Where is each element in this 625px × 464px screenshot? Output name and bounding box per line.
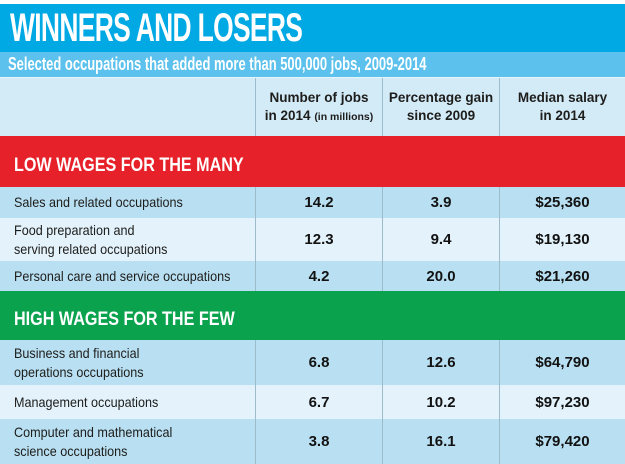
- subtitle: Selected occupations that added more tha…: [8, 54, 427, 74]
- gain-cell: 10.2: [382, 385, 499, 419]
- column-header-jobs-note: (in millions): [314, 110, 374, 123]
- gain-cell: 3.9: [382, 187, 499, 218]
- salary-cell: $97,230: [499, 385, 625, 419]
- salary-cell: $79,420: [499, 419, 625, 464]
- column-header-jobs-label: Number of jobs in 2014 (in millions): [264, 90, 374, 123]
- salary-cell: $21,260: [499, 261, 625, 291]
- gain-cell: 20.0: [382, 261, 499, 291]
- subtitle-bar: Selected occupations that added more tha…: [0, 52, 625, 78]
- salary-cell: $19,130: [499, 218, 625, 261]
- jobs-cell: 3.8: [255, 419, 382, 464]
- gain-cell: 9.4: [382, 218, 499, 261]
- occupation-cell: Sales and related occupations: [0, 187, 255, 218]
- jobs-cell: 14.2: [255, 187, 382, 218]
- gain-cell: 12.6: [382, 340, 499, 385]
- jobs-cell: 6.7: [255, 385, 382, 419]
- column-header-gain-label: Percentage gain since 2009: [388, 90, 494, 123]
- page-title: WINNERS AND LOSERS: [10, 5, 303, 50]
- column-header-occupation: [0, 78, 255, 136]
- jobs-cell: 6.8: [255, 340, 382, 385]
- data-table: Number of jobs in 2014 (in millions) Per…: [0, 78, 625, 464]
- column-header-salary-label: Median salary in 2014: [517, 90, 608, 123]
- section-header-high-wages: HIGH WAGES FOR THE FEW: [0, 291, 625, 340]
- section-header-low-wages: LOW WAGES FOR THE MANY: [0, 136, 625, 187]
- column-header-jobs: Number of jobs in 2014 (in millions): [255, 78, 382, 136]
- column-header-salary: Median salary in 2014: [499, 78, 625, 136]
- occupation-cell: Computer and mathematical science occupa…: [0, 419, 255, 464]
- occupation-cell: Management occupations: [0, 385, 255, 419]
- gain-cell: 16.1: [382, 419, 499, 464]
- column-header-gain: Percentage gain since 2009: [382, 78, 499, 136]
- occupation-cell: Food preparation and serving related occ…: [0, 218, 255, 261]
- jobs-cell: 4.2: [255, 261, 382, 291]
- salary-cell: $64,790: [499, 340, 625, 385]
- salary-cell: $25,360: [499, 187, 625, 218]
- jobs-cell: 12.3: [255, 218, 382, 261]
- occupation-cell: Business and financial operations occupa…: [0, 340, 255, 385]
- occupation-cell: Personal care and service occupations: [0, 261, 255, 291]
- title-bar: WINNERS AND LOSERS: [0, 4, 625, 52]
